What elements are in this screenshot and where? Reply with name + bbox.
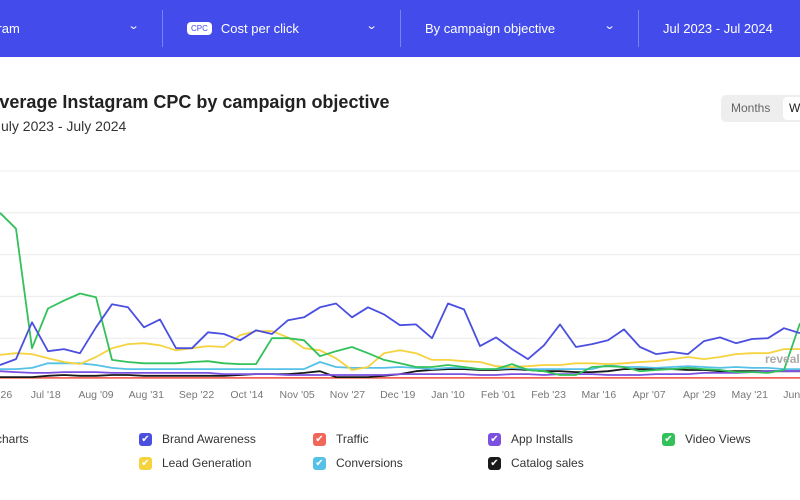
line-chart: Jun '26 Jul '18 Aug '09 Aug '31 Sep '22 Oct '… — [0, 170, 800, 401]
legend-label: Video Views — [685, 432, 751, 446]
legend-item-conversions[interactable]: ✔ Conversions — [313, 456, 403, 470]
chevron-down-icon[interactable]: ⌄ — [127, 20, 140, 32]
checkbox-icon[interactable]: ✔ — [139, 456, 152, 470]
watermark: reveal — [765, 352, 800, 366]
series-line-video-views — [0, 212, 800, 376]
legend-label: Conversions — [336, 456, 403, 470]
x-tick-label: Nov '27 — [330, 389, 365, 401]
metric-label: Cost per click — [220, 21, 299, 36]
series-line-brand-awareness — [0, 302, 800, 366]
x-tick-label: Jun '26 — [0, 389, 12, 401]
checkbox-icon[interactable]: ✔ — [313, 432, 326, 446]
x-tick-label: Aug '31 — [129, 389, 164, 401]
platform-label: Instagram — [0, 21, 20, 36]
x-tick-label: Feb '01 — [481, 389, 516, 401]
platform-dropdown[interactable]: Instagram — [0, 0, 20, 57]
x-tick-label: Oct '14 — [230, 389, 263, 401]
legend-label: Catalog sales — [511, 456, 584, 470]
legend-item-traffic[interactable]: ✔ Traffic — [313, 432, 369, 446]
x-tick-label: Apr '29 — [683, 389, 716, 401]
series-line-lead-generation — [0, 330, 800, 371]
cpc-badge: CPC — [187, 22, 212, 35]
divider — [400, 10, 401, 47]
x-tick-label: Aug '09 — [78, 389, 113, 401]
legend-label: App Installs — [511, 432, 574, 446]
legend-item-catalog-sales[interactable]: ✔ Catalog sales — [488, 456, 584, 470]
x-tick-label: Dec '19 — [380, 389, 415, 401]
top-filter-bar: Instagram ⌄ CPC Cost per click ⌄ By camp… — [0, 0, 800, 57]
x-tick-label: Jan '10 — [431, 389, 465, 401]
legend-item-app-installs[interactable]: ✔ App Installs — [488, 432, 573, 446]
x-tick-label: Nov '05 — [280, 389, 315, 401]
charts-toggle-label: charts — [0, 432, 29, 446]
chart-title: Average Instagram CPC by campaign object… — [0, 92, 390, 112]
legend-item-video-views[interactable]: ✔ Video Views — [662, 432, 751, 446]
months-button[interactable]: Months — [731, 101, 771, 115]
date-range-dropdown[interactable]: Jul 2023 - Jul 2024 — [663, 0, 773, 57]
x-tick-label: Jun '12 — [783, 389, 800, 401]
x-tick-label: May '21 — [731, 389, 768, 401]
chart-subtitle: July 2023 - July 2024 — [0, 118, 127, 134]
legend-label: Brand Awareness — [162, 432, 256, 446]
chevron-down-icon[interactable]: ⌄ — [365, 20, 378, 32]
divider — [162, 10, 163, 47]
legend-label: Traffic — [336, 432, 369, 446]
view-toggle: Months Weeks — [721, 95, 800, 122]
legend-item-brand-awareness[interactable]: ✔ Brand Awareness — [139, 432, 256, 446]
x-tick-label: Apr '07 — [633, 389, 666, 401]
x-tick-label: Sep '22 — [179, 389, 214, 401]
charts-toggle[interactable]: charts — [0, 432, 29, 446]
checkbox-icon[interactable]: ✔ — [313, 456, 326, 470]
x-tick-label: Jul '18 — [31, 389, 61, 401]
weeks-button[interactable]: Weeks — [783, 97, 800, 120]
x-tick-label: Feb '23 — [531, 389, 566, 401]
legend-item-lead-generation[interactable]: ✔ Lead Generation — [139, 456, 251, 470]
checkbox-icon[interactable]: ✔ — [488, 432, 501, 446]
divider — [638, 10, 639, 47]
metric-dropdown[interactable]: CPC Cost per click — [187, 0, 299, 57]
checkbox-icon[interactable]: ✔ — [139, 432, 152, 446]
series-line-app-installs — [0, 370, 800, 376]
checkbox-icon[interactable]: ✔ — [488, 456, 501, 470]
legend-label: Lead Generation — [162, 456, 252, 470]
breakdown-label: By campaign objective — [425, 21, 556, 36]
checkbox-icon[interactable]: ✔ — [662, 432, 675, 446]
date-range-label: Jul 2023 - Jul 2024 — [663, 21, 773, 36]
x-tick-label: Mar '16 — [582, 389, 617, 401]
series-line-conversions — [0, 361, 800, 370]
chevron-down-icon[interactable]: ⌄ — [603, 20, 616, 32]
breakdown-dropdown[interactable]: By campaign objective — [425, 0, 555, 57]
